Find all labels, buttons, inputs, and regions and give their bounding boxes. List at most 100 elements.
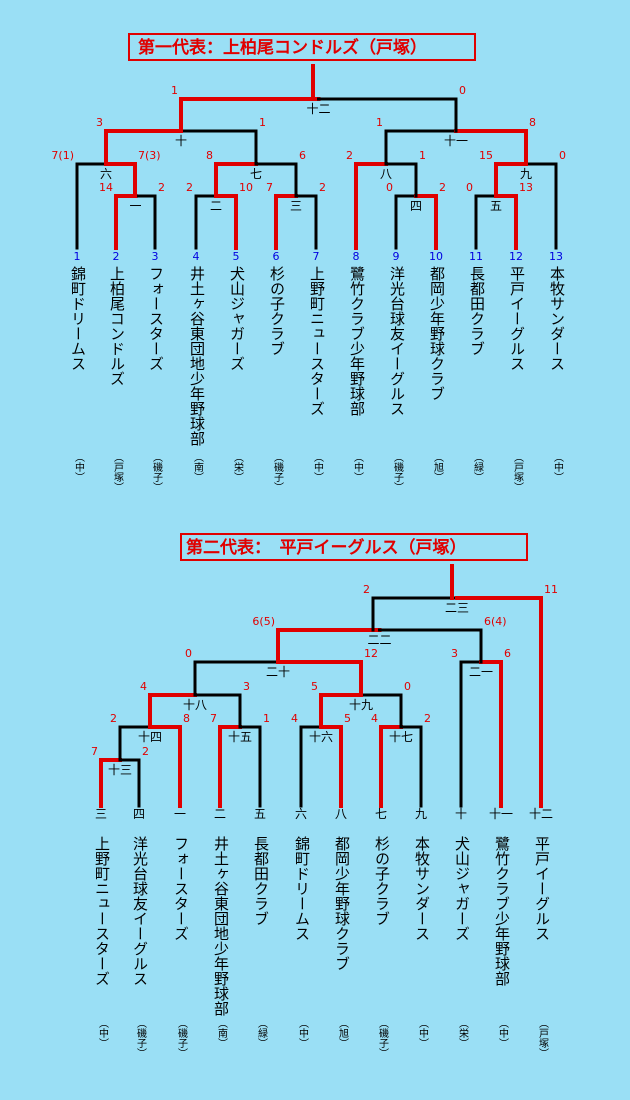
bracket2-game-6-right-score: 0 [404, 680, 411, 693]
bracket1-game-6-label: 七 [250, 167, 262, 181]
bracket1-game-7-right-score: 1 [419, 149, 426, 162]
bracket1-game-3-label: 四 [410, 199, 422, 213]
bracket1-game-1-left-score: 2 [186, 181, 193, 194]
bracket2-game-7-label: 二十 [266, 665, 290, 679]
bracket2-team-0-seed: 三 [95, 807, 107, 821]
bracket2-game-5-right-score: 3 [243, 680, 250, 693]
bracket2-game-4-right-score: 2 [424, 712, 431, 725]
bracket2-game-10-left-score: 2 [363, 583, 370, 596]
bracket2-team-9-region: （栄） [457, 1018, 469, 1048]
bracket1-game-5-right-score: 7(3) [138, 149, 161, 162]
bracket1-team-3-name: 井土ヶ谷東団地少年野球部 [188, 266, 206, 446]
bracket2-team-1-seed: 四 [133, 807, 145, 821]
bracket1-team-4-seed: 5 [233, 250, 240, 263]
bracket1-game-2-label: 三 [290, 199, 302, 213]
bracket1-team-6-seed: 7 [313, 250, 320, 263]
bracket2-team-2-name: フォースターズ [172, 836, 190, 941]
bracket1-game-7-label: 八 [380, 167, 392, 181]
bracket2-game-10-right-score: 11 [544, 583, 558, 596]
bracket1-team-1-name: 上柏尾コンドルズ [108, 266, 126, 386]
bracket2-game-3-label: 十六 [309, 730, 333, 744]
bracket1-team-6-name: 上野町ニュースターズ [308, 266, 326, 416]
bracket2-game-1-left-score: 2 [110, 712, 117, 725]
bracket1-team-3-region: （南） [192, 452, 204, 482]
bracket1-team-11-seed: 12 [509, 250, 523, 263]
bracket1-lines [75, 64, 558, 250]
bracket2-team-5-name: 錦町ドリームス [293, 836, 311, 941]
bracket2-team-10-name: 鷺竹クラブ少年野球部 [493, 836, 511, 986]
bracket1-game-9-label: 十 [175, 134, 187, 148]
bracket2-team-11-seed: 十二 [529, 807, 553, 821]
bracket1-game-6-left-score: 8 [206, 149, 213, 162]
bracket2-team-10-region: （中） [497, 1018, 509, 1048]
bracket2-team-5-region: （中） [297, 1018, 309, 1048]
bracket2-team-3-seed: 二 [214, 807, 226, 821]
bracket2-team-10-seed: 十一 [489, 807, 513, 821]
bracket1-game-1-label: 二 [210, 199, 222, 213]
bracket2-game-0-label: 十三 [108, 763, 132, 777]
bracket-labels: 1 錦町ドリームス （中） 2 上柏尾コンドルズ （戸塚） 3 フォースターズ （磯子） 4 井土ヶ… [51, 84, 566, 1058]
bracket1-team-5-name: 杉の子クラブ [268, 266, 286, 356]
bracket1-game-5-left-score: 7(1) [51, 149, 74, 162]
bracket2-game-2-left-score: 7 [210, 712, 217, 725]
bracket2-game-4-label: 十七 [389, 730, 413, 744]
bracket1-game-3-left-score: 0 [386, 181, 393, 194]
bracket1-game-8-right-score: 0 [559, 149, 566, 162]
bracket2-title: 第二代表： 平戸イーグルス（戸塚） [180, 533, 528, 561]
bracket1-team-12-region: （中） [552, 452, 564, 482]
bracket1-team-4-name: 犬山ジャガーズ [228, 266, 246, 371]
bracket1-team-9-name: 都岡少年野球クラブ [428, 266, 446, 401]
bracket1-team-12-name: 本牧サンダース [548, 266, 566, 371]
bracket1-game-8-label: 九 [520, 167, 532, 181]
bracket1-team-8-region: （磯子） [392, 452, 404, 492]
bracket2-game-2-right-score: 1 [263, 712, 270, 725]
bracket1-game-9-right-score: 1 [259, 116, 266, 129]
bracket2-team-9-seed: 十 [455, 807, 467, 821]
bracket1-game-3-right-score: 2 [439, 181, 446, 194]
bracket1-team-10-region: （緑） [472, 452, 484, 482]
bracket1-game-7-left-score: 2 [346, 149, 353, 162]
bracket2-team-4-region: （緑） [256, 1018, 268, 1048]
bracket1-game-0-left-score: 14 [99, 181, 113, 194]
bracket1-team-8-name: 洋光台球友イーグルス [388, 266, 406, 416]
bracket1-team-1-seed: 2 [113, 250, 120, 263]
bracket1-game-2-left-score: 7 [266, 181, 273, 194]
bracket2-game-5-left-score: 4 [140, 680, 147, 693]
bracket1-game-5-label: 六 [100, 167, 112, 181]
bracket2-game-1-right-score: 8 [183, 712, 190, 725]
bracket2-game-9-right-score: 6(4) [484, 615, 507, 628]
bracket2-game-5-label: 十八 [183, 698, 207, 712]
bracket2-game-8-label: 二一 [469, 665, 493, 679]
bracket2-team-7-region: （磯子） [377, 1018, 389, 1058]
bracket1-team-11-region: （戸塚） [512, 452, 524, 492]
bracket2-team-0-region: （中） [97, 1018, 109, 1048]
bracket1-team-6-region: （中） [312, 452, 324, 482]
bracket2-team-5-seed: 六 [295, 807, 307, 821]
bracket1-team-0-name: 錦町ドリームス [69, 266, 87, 371]
bracket1-game-11-right-score: 0 [459, 84, 466, 97]
bracket1-title-text: 第一代表：上柏尾コンドルズ（戸塚） [138, 37, 427, 58]
bracket2-team-0-name: 上野町ニュースターズ [93, 836, 111, 986]
bracket1-game-4-label: 五 [490, 199, 502, 213]
bracket2-team-11-region: （戸塚） [537, 1018, 549, 1058]
bracket1-team-9-region: （旭） [432, 452, 444, 482]
bracket2-game-3-left-score: 4 [291, 712, 298, 725]
bracket1-game-11-left-score: 1 [171, 84, 178, 97]
bracket1-team-2-seed: 3 [152, 250, 159, 263]
bracket1-game-6-right-score: 6 [299, 149, 306, 162]
bracket2-game-10-label: 二三 [445, 601, 469, 615]
bracket2-game-0-right-score: 2 [142, 745, 149, 758]
bracket1-game-10-label: 十一 [444, 134, 468, 148]
bracket2-game-8-left-score: 3 [451, 647, 458, 660]
bracket2-team-7-seed: 七 [375, 807, 387, 821]
bracket1-team-10-seed: 11 [469, 250, 483, 263]
bracket2-team-11-name: 平戸イーグルス [533, 836, 551, 941]
bracket1-game-10-left-score: 1 [376, 116, 383, 129]
bracket1-team-11-name: 平戸イーグルス [508, 266, 526, 371]
bracket2-team-4-seed: 五 [254, 807, 266, 821]
bracket2-game-6-left-score: 5 [311, 680, 318, 693]
bracket1-team-9-seed: 10 [429, 250, 443, 263]
bracket2-game-8-right-score: 6 [504, 647, 511, 660]
bracket2-game-7-right-score: 12 [364, 647, 378, 660]
